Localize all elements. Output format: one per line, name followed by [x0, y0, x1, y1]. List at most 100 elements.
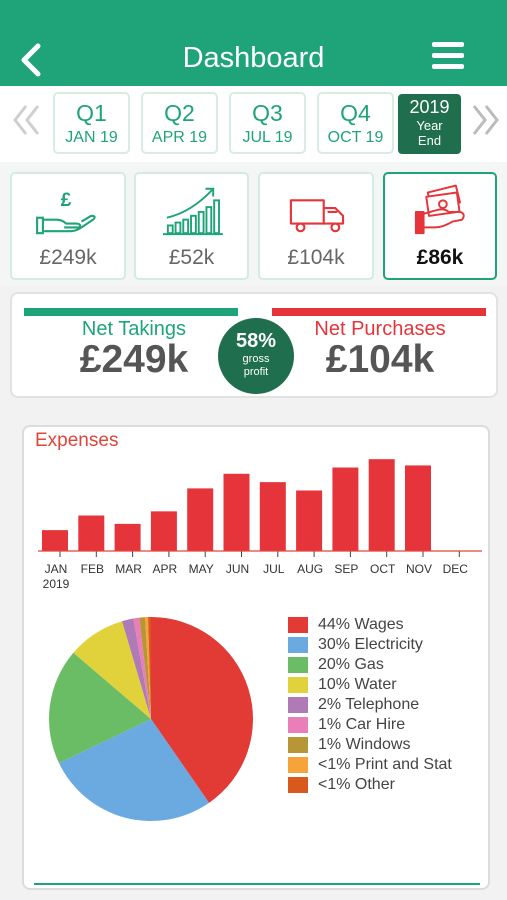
legend-swatch — [288, 717, 308, 733]
takings-bar — [24, 308, 238, 316]
hamburger-menu-icon — [432, 42, 464, 47]
bar-mar — [114, 523, 141, 551]
period-selector: Q1 JAN 19 Q2 APR 19 Q3 JUL 19 Q4 OCT 19 … — [0, 86, 507, 162]
bar-aug — [296, 490, 323, 551]
pie-slice-3 — [73, 621, 151, 719]
legend-label: 44% Wages — [318, 616, 404, 633]
expenses-pie-chart — [49, 617, 253, 821]
gross-profit-badge: 58% gross profit — [218, 318, 294, 394]
growth-card[interactable]: £52k — [134, 172, 249, 280]
legend-swatch — [288, 737, 308, 753]
legend-label: 20% Gas — [318, 656, 384, 673]
x-tick-label: OCT — [370, 562, 396, 576]
bar-nov — [405, 465, 431, 551]
purchases-bar — [272, 308, 486, 316]
next-period-button[interactable] — [470, 100, 500, 140]
net-purchases-value: £104k — [325, 338, 435, 381]
profit-summary: Net Takings £249k Net Purchases £104k 58… — [10, 292, 498, 398]
legend-label: 1% Windows — [318, 736, 411, 753]
x-tick-label: JUL — [263, 562, 285, 576]
purchases-card[interactable]: £104k — [258, 172, 374, 280]
x-year-label: 2019 — [43, 577, 70, 591]
bar-jul — [259, 482, 286, 551]
net-takings-value: £249k — [79, 338, 189, 381]
app-header: Dashboard — [0, 0, 507, 86]
double-chevron-left-icon — [13, 105, 40, 135]
double-chevron-right-icon — [472, 105, 499, 135]
takings-card[interactable]: £ £249k — [10, 172, 126, 280]
bar-sep — [332, 467, 359, 551]
bar-feb — [78, 515, 105, 551]
net-takings-label: Net Takings — [81, 318, 187, 340]
tab-label: Q4 — [340, 100, 371, 126]
growth-chart-icon — [163, 187, 223, 236]
pie-slice-2 — [49, 652, 151, 764]
legend-swatch — [288, 697, 308, 713]
x-tick-label: JUN — [226, 562, 249, 576]
expenses-title: Expenses — [35, 430, 119, 451]
tab-sublabel: End — [417, 133, 442, 148]
panel-divider — [34, 883, 480, 885]
tab-label: 2019 — [409, 97, 450, 117]
tab-sublabel: Year — [416, 118, 443, 133]
expenses-panel: Expenses JAN FEB MAR APR MAY JUN JUL AUG SEP OCT N… — [22, 425, 490, 890]
bar-jun — [223, 473, 250, 551]
card-value: £249k — [39, 246, 97, 269]
pie-slice-7 — [145, 617, 151, 719]
chevron-left-icon — [21, 43, 41, 77]
x-tick-label: SEP — [334, 562, 358, 576]
tab-sublabel: JUL 19 — [242, 129, 293, 146]
kpi-cards: £ £249k £52k £104k — [0, 162, 507, 286]
tab-q2[interactable]: Q2 APR 19 — [141, 92, 218, 154]
legend-label: <1% Print and Stat — [318, 756, 452, 773]
gross-profit-percent: 58% — [235, 330, 277, 352]
previous-period-button[interactable] — [12, 100, 42, 140]
bar-jan — [42, 530, 68, 551]
legend-swatch — [288, 617, 308, 633]
legend-label: <1% Other — [318, 776, 395, 793]
pie-slice-1 — [59, 719, 210, 821]
pie-slice-5 — [133, 617, 151, 719]
back-button[interactable] — [18, 40, 48, 80]
x-tick-label: MAR — [115, 562, 142, 576]
pie-slice-0 — [151, 617, 253, 803]
tab-label: Q1 — [76, 100, 107, 126]
tab-sublabel: JAN 19 — [65, 129, 118, 146]
pie-slice-4 — [122, 618, 151, 719]
menu-button[interactable] — [432, 42, 464, 70]
pie-slice-6 — [139, 617, 151, 719]
x-tick-label: FEB — [81, 562, 104, 576]
gross-profit-label: gross — [242, 353, 270, 365]
bar-apr — [150, 511, 177, 551]
delivery-truck-icon — [289, 199, 345, 233]
x-tick-label: JAN — [45, 562, 68, 576]
legend-swatch — [288, 677, 308, 693]
hamburger-line — [432, 53, 464, 58]
legend-label: 2% Telephone — [318, 696, 420, 713]
tab-q3[interactable]: Q3 JUL 19 — [229, 92, 306, 154]
cash-card[interactable]: £86k — [383, 172, 497, 280]
tab-q4[interactable]: Q4 OCT 19 — [317, 92, 394, 154]
legend-label: 10% Water — [318, 676, 397, 693]
bar-may — [187, 488, 214, 551]
svg-text:£: £ — [61, 190, 72, 211]
tab-sublabel: APR 19 — [151, 129, 208, 146]
page-title: Dashboard — [182, 42, 325, 74]
tab-label: Q2 — [164, 100, 195, 126]
legend-label: 30% Electricity — [318, 636, 423, 653]
pie-slice-8 — [148, 617, 151, 719]
legend-swatch — [288, 637, 308, 653]
tab-sublabel: OCT 19 — [327, 129, 384, 146]
legend-swatch — [288, 757, 308, 773]
tab-q1[interactable]: Q1 JAN 19 — [53, 92, 130, 154]
legend-swatch — [288, 777, 308, 793]
hamburger-line — [432, 64, 464, 69]
tab-year-end[interactable]: 2019 Year End — [398, 94, 461, 154]
card-value: £104k — [287, 246, 345, 269]
hand-pound-icon: £ — [36, 190, 96, 235]
gross-profit-label: profit — [243, 366, 269, 378]
x-tick-label: APR — [153, 562, 178, 576]
x-tick-label: NOV — [406, 562, 432, 576]
expenses-bar-chart: JAN FEB MAR APR MAY JUN JUL AUG SEP OCT NOV DEC 2019 — [38, 459, 482, 591]
x-tick-label: MAY — [189, 562, 214, 576]
